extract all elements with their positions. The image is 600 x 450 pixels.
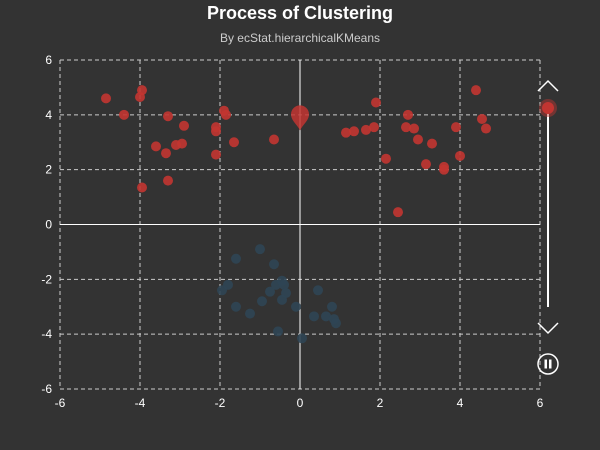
data-point	[281, 288, 291, 299]
data-point	[269, 259, 279, 270]
data-points	[101, 85, 491, 344]
timeline-thumb-dot	[542, 102, 554, 114]
timeline-control[interactable]	[537, 79, 559, 375]
y-tick-label: 4	[45, 108, 52, 122]
data-point	[455, 150, 465, 161]
data-point	[211, 126, 221, 137]
x-tick-label: 0	[297, 396, 304, 410]
data-point	[211, 149, 221, 160]
x-tick-label: -2	[215, 396, 226, 410]
x-tick-label: -6	[55, 396, 66, 410]
x-tick-label: -4	[135, 396, 146, 410]
axes: -6 -4 -2 0 2 4 6 -6 -4 -2 0 2 4 6	[41, 53, 543, 410]
data-point	[427, 138, 437, 149]
data-point	[327, 301, 337, 312]
data-point	[361, 124, 371, 135]
data-point	[291, 301, 301, 312]
data-point	[369, 122, 379, 133]
data-point	[341, 127, 351, 138]
data-point	[321, 311, 331, 322]
data-point	[381, 153, 391, 164]
data-point	[297, 333, 307, 344]
data-point	[265, 286, 275, 297]
chart-title: Process of Clustering	[206, 3, 394, 23]
y-tick-label: -4	[41, 327, 52, 341]
data-point	[163, 175, 173, 186]
x-tick-label: 6	[537, 396, 544, 410]
data-point	[349, 126, 359, 137]
data-point	[477, 113, 487, 124]
data-point	[119, 109, 129, 120]
data-point	[393, 207, 403, 218]
x-tick-label: 2	[377, 396, 384, 410]
data-point	[179, 120, 189, 131]
data-point	[309, 311, 319, 322]
data-point	[221, 109, 231, 120]
data-point	[101, 93, 111, 104]
cluster-centers	[291, 105, 309, 131]
data-point	[401, 122, 411, 133]
pause-icon[interactable]	[544, 359, 548, 369]
data-point	[137, 85, 147, 96]
chart-subtitle: By ecStat.hierarchicalKMeans	[219, 31, 381, 45]
pause-button-ring[interactable]	[537, 353, 559, 375]
data-point	[439, 164, 449, 175]
data-point	[481, 123, 491, 134]
data-point	[413, 134, 423, 145]
prev-arrow-icon[interactable]	[537, 79, 559, 92]
data-point	[223, 279, 233, 290]
data-point	[231, 301, 241, 312]
data-point	[331, 318, 341, 329]
cluster-center-pin	[291, 105, 309, 131]
data-point	[471, 85, 481, 96]
data-point	[313, 285, 323, 296]
data-point	[279, 279, 289, 290]
data-point	[269, 134, 279, 145]
data-point	[137, 182, 147, 193]
data-point	[273, 326, 283, 337]
y-tick-label: 2	[45, 163, 52, 177]
data-point	[409, 123, 419, 134]
data-point	[403, 109, 413, 120]
data-point	[231, 253, 241, 264]
data-point	[421, 159, 431, 170]
y-tick-label: -2	[41, 272, 52, 286]
next-arrow-icon[interactable]	[537, 322, 559, 335]
timeline-thumb[interactable]	[539, 99, 557, 117]
data-point	[151, 141, 161, 152]
data-point	[245, 308, 255, 319]
data-point	[177, 138, 187, 149]
pause-button[interactable]	[537, 353, 559, 375]
data-point	[229, 137, 239, 148]
data-point	[255, 244, 265, 255]
y-tick-label: 0	[45, 218, 52, 232]
y-tick-label: 6	[45, 53, 52, 67]
data-point	[161, 148, 171, 159]
x-tick-label: 4	[457, 396, 464, 410]
data-point	[371, 97, 381, 108]
pause-icon[interactable]	[549, 359, 552, 369]
data-point	[163, 111, 173, 122]
y-tick-label: -6	[41, 382, 52, 396]
data-point	[451, 122, 461, 133]
data-point	[257, 296, 267, 307]
